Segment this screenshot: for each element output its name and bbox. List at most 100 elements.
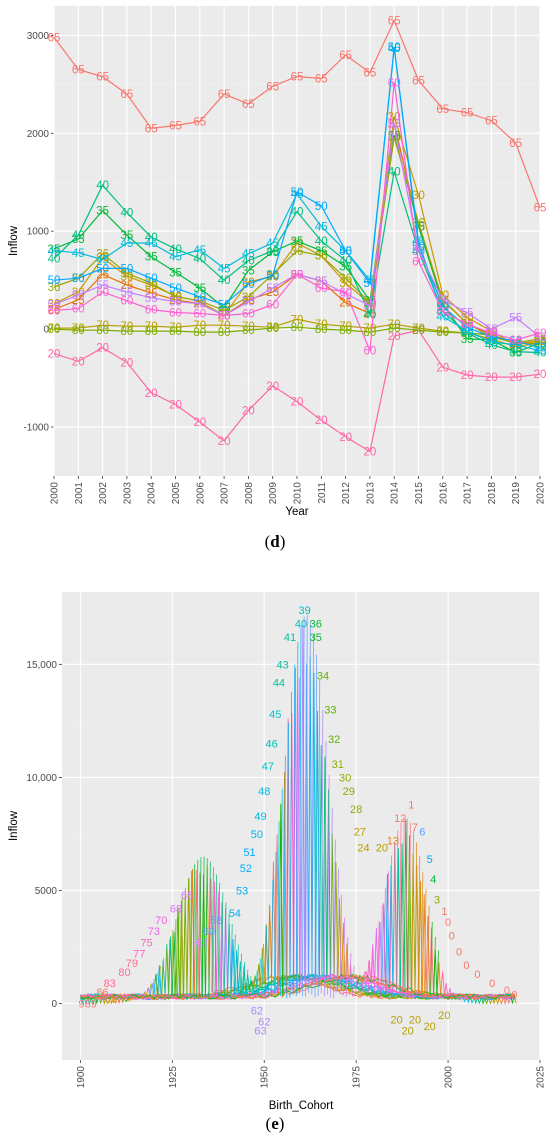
spike-line: [173, 919, 177, 997]
point-label: 80: [118, 967, 130, 979]
point-label: 50: [242, 279, 255, 291]
point-label: 40: [169, 244, 182, 256]
spike-line: [158, 966, 161, 995]
point-label: 35: [291, 236, 304, 248]
point-label: 60: [203, 926, 215, 938]
x-tick-label: 2004: [147, 482, 158, 505]
point-label: 55: [218, 310, 231, 322]
point-label: 20: [436, 362, 449, 374]
spike-line: [230, 924, 233, 999]
spike-line: [255, 970, 258, 998]
y-axis-title: Inflow: [8, 810, 20, 841]
spike-line: [220, 892, 224, 994]
x-tick-label: 2000: [50, 482, 61, 505]
spike-line: [302, 616, 305, 997]
point-label: 60: [72, 304, 85, 316]
x-tick-label: 1975: [352, 1066, 363, 1089]
point-label: 60: [388, 77, 401, 89]
point-label: 45: [121, 238, 134, 250]
point-label: 6: [419, 827, 425, 839]
point-label: 35: [72, 234, 85, 246]
spike-line: [167, 939, 171, 998]
x-tick-label: 2025: [536, 1066, 547, 1089]
spike-line: [239, 953, 243, 996]
spike-line: [155, 973, 158, 999]
point-label: 45: [193, 245, 206, 257]
point-label: 35: [339, 261, 352, 273]
point-label: 40: [218, 275, 231, 287]
spike-line: [311, 634, 314, 995]
spike-line: [420, 872, 424, 995]
spike-line: [389, 855, 393, 999]
point-label: 55: [242, 297, 255, 309]
spike-line: [289, 691, 293, 998]
y-tick-label: 3000: [27, 31, 50, 42]
point-label: 40: [96, 180, 109, 192]
x-tick-label: 2008: [244, 482, 255, 505]
point-label: 65: [181, 890, 193, 902]
point-label: 79: [126, 958, 138, 970]
spike-line: [298, 625, 302, 994]
point-label: 36: [121, 268, 134, 280]
spike-line: [402, 818, 405, 995]
spike-line: [348, 953, 352, 996]
point-label: 70: [121, 321, 134, 333]
point-label: 55: [145, 293, 158, 305]
spike-line: [192, 864, 196, 995]
x-tick-label: 2011: [317, 482, 328, 504]
point-label: 55: [461, 307, 474, 319]
spike-line: [233, 934, 236, 996]
point-label: 20: [218, 436, 231, 448]
point-label: 65: [193, 117, 206, 129]
x-tick-label: 2009: [268, 482, 279, 505]
point-label: 80: [218, 327, 231, 339]
point-label: 80: [315, 324, 328, 336]
point-label: 50: [169, 283, 182, 295]
point-label: 35: [461, 334, 474, 346]
point-label: 13: [387, 836, 399, 848]
caption-e: (e): [265, 1114, 285, 1133]
spike-line: [273, 851, 277, 994]
point-label: 65: [169, 120, 182, 132]
point-label: 989: [79, 998, 97, 1010]
spike-line: [252, 979, 255, 996]
point-label: 65: [485, 116, 498, 128]
point-label: 55: [315, 276, 328, 288]
spike-line: [395, 830, 399, 993]
spike-line: [430, 921, 433, 997]
point-label: 30: [266, 271, 279, 283]
point-label: 80: [193, 327, 206, 339]
spike-line: [205, 858, 208, 994]
point-label: 20: [390, 1014, 402, 1026]
spike-fan: [102, 614, 439, 1004]
x-tick-label: 1925: [168, 1066, 179, 1089]
caption-d: (d): [264, 532, 286, 551]
point-label: 65: [145, 123, 158, 135]
point-label: 65: [266, 81, 279, 93]
spike-line: [170, 929, 174, 998]
point-label: 25: [315, 276, 328, 288]
point-label: 50: [291, 187, 304, 199]
x-axis-title: Year: [285, 506, 308, 518]
point-label: 55: [266, 283, 279, 295]
point-label: 1: [408, 800, 414, 812]
point-label: 45: [534, 346, 547, 358]
point-label: 29: [343, 786, 355, 798]
point-label: 7: [412, 822, 418, 834]
spike-line: [108, 997, 111, 1004]
spike-line: [189, 870, 193, 997]
point-label: 45: [72, 248, 85, 260]
point-label: 65: [461, 108, 474, 120]
point-label: 40: [48, 254, 61, 266]
point-label: 20: [364, 447, 377, 459]
point-label: 25: [96, 269, 109, 281]
x-tick-label: 2014: [390, 482, 401, 505]
spike-line: [373, 936, 377, 994]
spike-line: [258, 958, 261, 996]
point-label: 80: [72, 325, 85, 337]
point-label: 65: [339, 50, 352, 62]
point-label: 20: [509, 372, 522, 384]
point-label: 45: [48, 246, 61, 258]
point-label: 55: [509, 312, 522, 324]
point-label: 65: [315, 73, 328, 85]
